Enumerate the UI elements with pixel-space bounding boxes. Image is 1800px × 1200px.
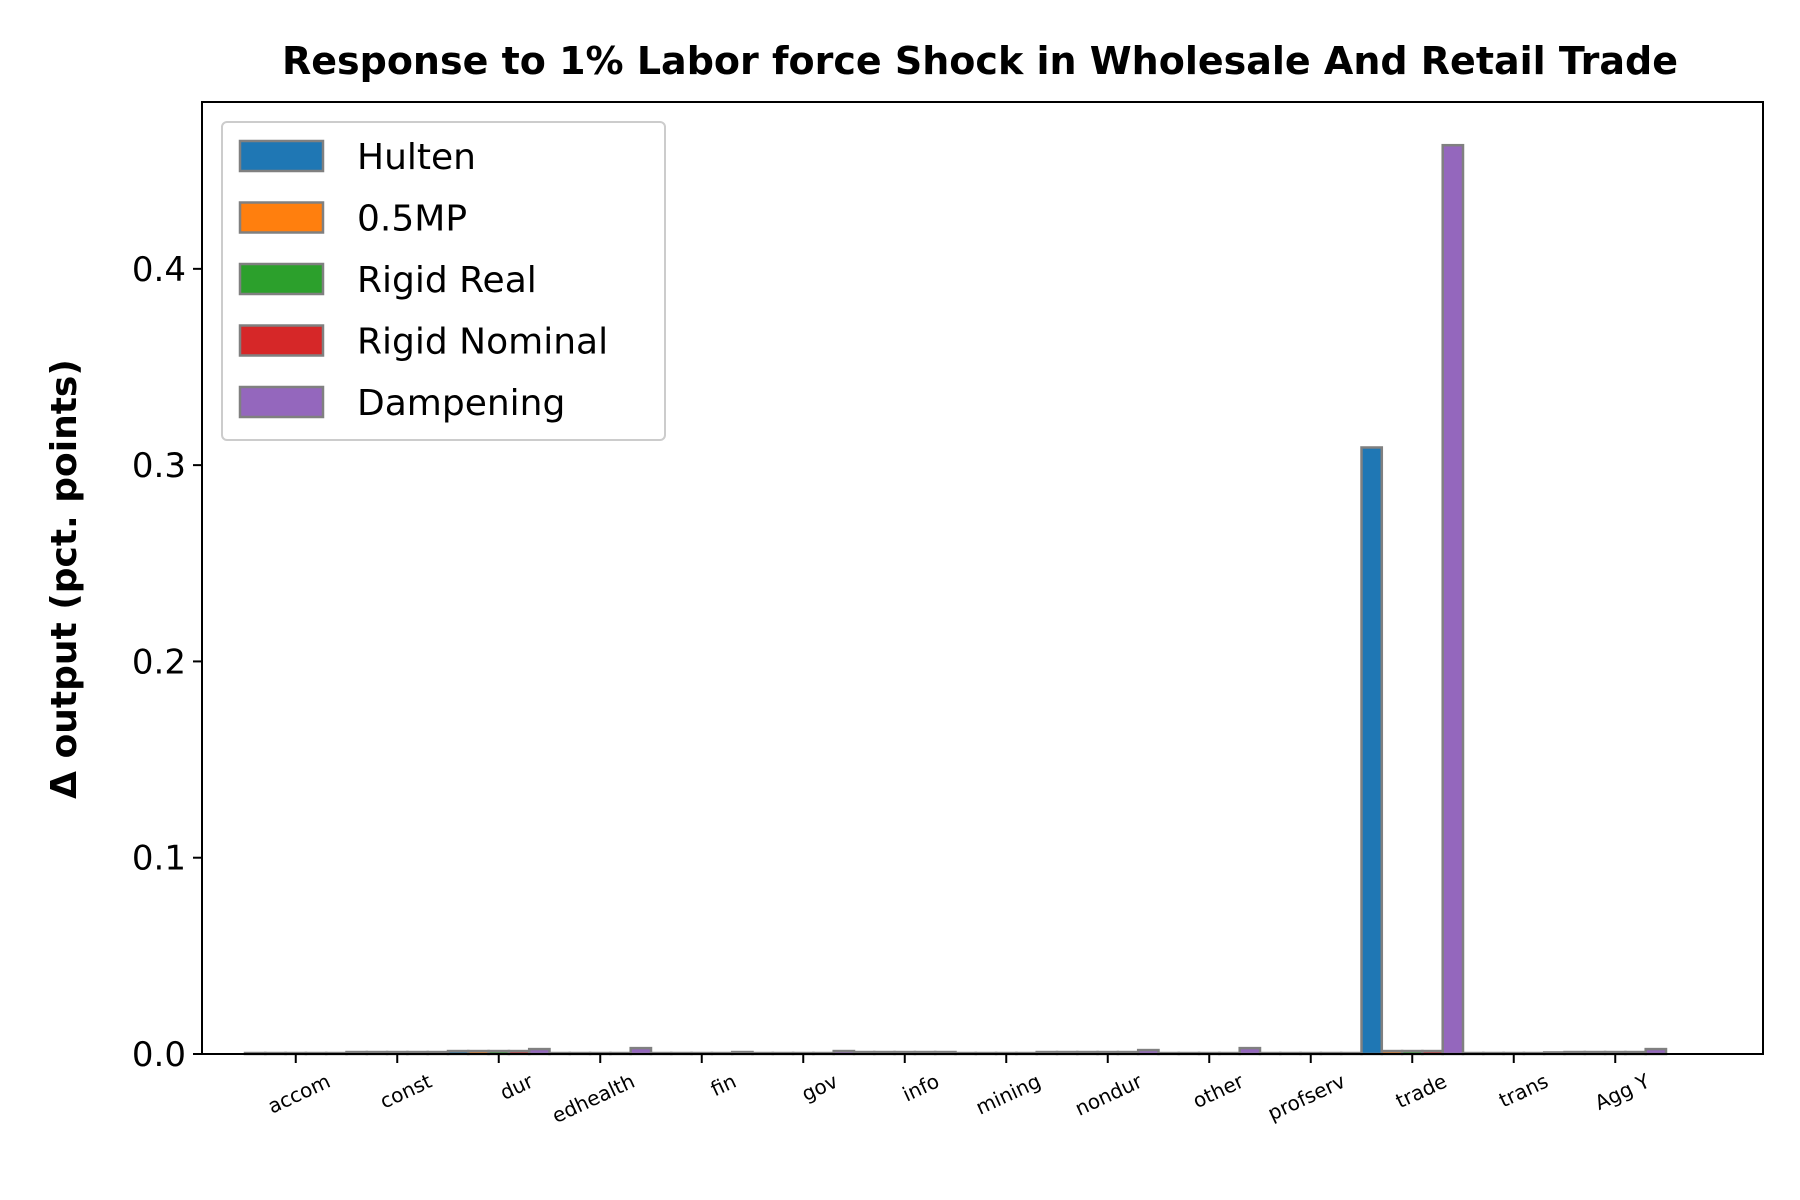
legend-label-0-5mp: 0.5MP (357, 199, 467, 240)
x-tick-label: nondur (1071, 1068, 1146, 1120)
x-tick-label: trans (1495, 1069, 1552, 1112)
x-tick-label: other (1189, 1068, 1248, 1113)
legend-swatch-dampening (238, 385, 325, 419)
legend-swatch-rigid-real (238, 262, 325, 296)
legend-swatch-rigid-nominal (238, 324, 325, 357)
x-tick-label: fin (707, 1069, 740, 1101)
legend: Hulten 0.5MP Rigid Real Rigid Nominal Dampen… (221, 121, 666, 441)
x-tick-label: accom (264, 1069, 334, 1119)
legend-label-hulten: Hulten (357, 137, 476, 178)
legend-label-dampening: Dampening (357, 383, 565, 424)
y-tick-label: 0.0 (132, 1035, 186, 1075)
legend-label-rigid-real: Rigid Real (357, 260, 537, 301)
x-tick-label: profserv (1264, 1069, 1349, 1126)
x-tick-label: edhealth (548, 1069, 638, 1128)
x-tick-label: dur (496, 1068, 537, 1104)
x-tick-label: Agg Y (1591, 1068, 1654, 1114)
bar-hulten-trade (1360, 446, 1384, 1056)
x-tick-label: mining (972, 1069, 1044, 1120)
x-tick-label: const (376, 1069, 435, 1114)
x-tick-label: trade (1392, 1069, 1450, 1113)
y-tick-label: 0.3 (132, 446, 186, 486)
x-tick-label: gov (798, 1069, 842, 1106)
y-tick-label: 0.4 (132, 250, 186, 290)
legend-swatch-0-5mp (238, 201, 325, 234)
bar-dampening-trade (1441, 143, 1465, 1056)
legend-swatch-hulten (238, 139, 325, 173)
y-axis-label: Δ output (pct. points) (44, 359, 85, 799)
axes-frame (201, 101, 1764, 1055)
x-tick-label: info (899, 1069, 943, 1107)
y-tick-label: 0.1 (132, 839, 186, 879)
y-tick-label: 0.2 (132, 642, 186, 682)
legend-label-rigid-nominal: Rigid Nominal (357, 322, 608, 363)
legend-box (221, 121, 666, 441)
chart-title: Response to 1% Labor force Shock in Whol… (282, 39, 1678, 83)
